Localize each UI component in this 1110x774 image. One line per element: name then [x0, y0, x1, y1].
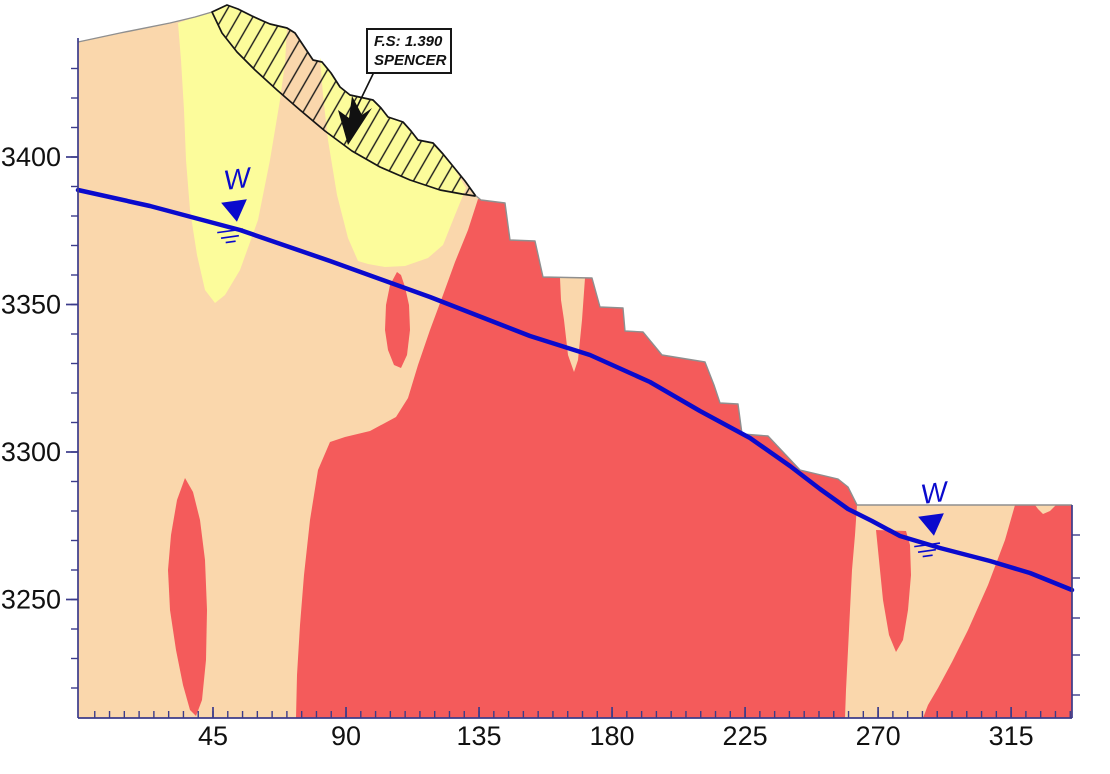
region-red-blob-small: [385, 272, 410, 368]
water-level-dash: [922, 554, 933, 558]
x-tick-label: 225: [723, 721, 768, 751]
critical-slip-mass-hatch: [211, 4, 476, 197]
water-level-dash: [225, 240, 236, 244]
x-tick-label: 270: [856, 721, 901, 751]
water-level-dash: [914, 542, 941, 548]
x-tick-label: 315: [989, 721, 1034, 751]
x-tick-label: 45: [198, 721, 228, 751]
x-tick-label: 135: [457, 721, 502, 751]
water-level-dash: [917, 548, 936, 553]
water-triangle-icon: [918, 513, 944, 536]
y-tick-label: 3300: [1, 437, 61, 467]
water-level-dash: [217, 228, 244, 234]
y-tick-label: 3400: [1, 142, 61, 172]
annotation-arrow-icon: [338, 96, 372, 145]
water-level-dash: [220, 234, 239, 239]
fs-annotation-box: F.S: 1.390 SPENCER: [366, 28, 452, 74]
water-table-symbol-2: W: [914, 475, 952, 558]
y-tick-label: 3350: [1, 290, 61, 320]
fs-annotation-line1: F.S: 1.390: [374, 33, 443, 50]
region-peach-notch-topright: [1035, 505, 1056, 514]
region-peach-finger-mid: [560, 278, 585, 372]
annotation-leader-line: [356, 71, 375, 108]
region-red-blob-left: [168, 478, 207, 716]
fs-annotation-line2: SPENCER: [374, 52, 447, 69]
water-table-line: [75, 187, 1075, 593]
x-tick-label: 90: [331, 721, 361, 751]
region-yellow-lobe-left: [178, 5, 287, 303]
x-tick-label: 180: [590, 721, 635, 751]
water-triangle-icon: [221, 199, 247, 222]
y-tick-label: 3250: [1, 585, 61, 615]
region-red-finger-right: [876, 530, 911, 652]
